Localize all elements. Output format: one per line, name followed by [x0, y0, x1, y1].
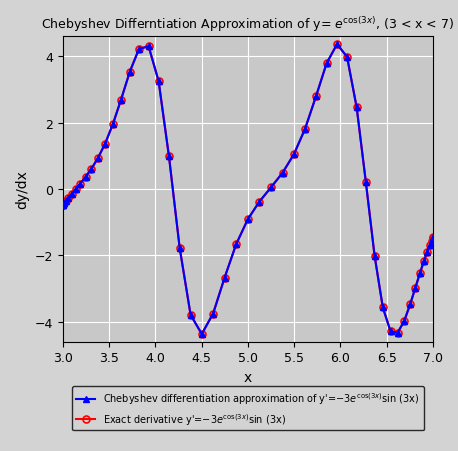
- Y-axis label: dy/dx: dy/dx: [15, 170, 29, 209]
- Line: Exact derivative y'=$-3e^{\cos(3x)}$sin (3x): Exact derivative y'=$-3e^{\cos(3x)}$sin …: [59, 41, 436, 338]
- Exact derivative y'=$-3e^{\cos(3x)}$sin (3x): [136, 47, 142, 52]
- Chebyshev differentiation approximation of y'=$-3e^{\cos(3x)}$sin (3x): [354, 106, 360, 111]
- Exact derivative y'=$-3e^{\cos(3x)}$sin (3x): [334, 42, 340, 48]
- Chebyshev differentiation approximation of y'=$-3e^{\cos(3x)}$sin (3x): [430, 236, 436, 241]
- Exact derivative y'=$-3e^{\cos(3x)}$sin (3x): [354, 106, 360, 111]
- Exact derivative y'=$-3e^{\cos(3x)}$sin (3x): [430, 236, 436, 241]
- Chebyshev differentiation approximation of y'=$-3e^{\cos(3x)}$sin (3x): [199, 331, 205, 337]
- Chebyshev differentiation approximation of y'=$-3e^{\cos(3x)}$sin (3x): [60, 203, 65, 209]
- Exact derivative y'=$-3e^{\cos(3x)}$sin (3x): [60, 203, 65, 209]
- Exact derivative y'=$-3e^{\cos(3x)}$sin (3x): [199, 331, 205, 337]
- Chebyshev differentiation approximation of y'=$-3e^{\cos(3x)}$sin (3x): [103, 142, 108, 147]
- Chebyshev differentiation approximation of y'=$-3e^{\cos(3x)}$sin (3x): [334, 42, 340, 48]
- Exact derivative y'=$-3e^{\cos(3x)}$sin (3x): [430, 235, 436, 240]
- Legend: Chebyshev differentiation approximation of y'=$-3e^{\cos(3x)}$sin (3x), Exact de: Chebyshev differentiation approximation …: [72, 387, 424, 431]
- Title: Chebyshev Differntiation Approximation of y= $e^{\cos(3x)}$, (3 < x < 7): Chebyshev Differntiation Approximation o…: [41, 15, 454, 34]
- Exact derivative y'=$-3e^{\cos(3x)}$sin (3x): [103, 142, 108, 147]
- Chebyshev differentiation approximation of y'=$-3e^{\cos(3x)}$sin (3x): [430, 235, 436, 240]
- X-axis label: x: x: [244, 370, 252, 384]
- Chebyshev differentiation approximation of y'=$-3e^{\cos(3x)}$sin (3x): [136, 47, 142, 52]
- Chebyshev differentiation approximation of y'=$-3e^{\cos(3x)}$sin (3x): [380, 305, 386, 310]
- Exact derivative y'=$-3e^{\cos(3x)}$sin (3x): [380, 305, 386, 310]
- Exact derivative y'=$-3e^{\cos(3x)}$sin (3x): [146, 45, 151, 50]
- Chebyshev differentiation approximation of y'=$-3e^{\cos(3x)}$sin (3x): [146, 45, 151, 50]
- Line: Chebyshev differentiation approximation of y'=$-3e^{\cos(3x)}$sin (3x): Chebyshev differentiation approximation …: [60, 42, 436, 337]
